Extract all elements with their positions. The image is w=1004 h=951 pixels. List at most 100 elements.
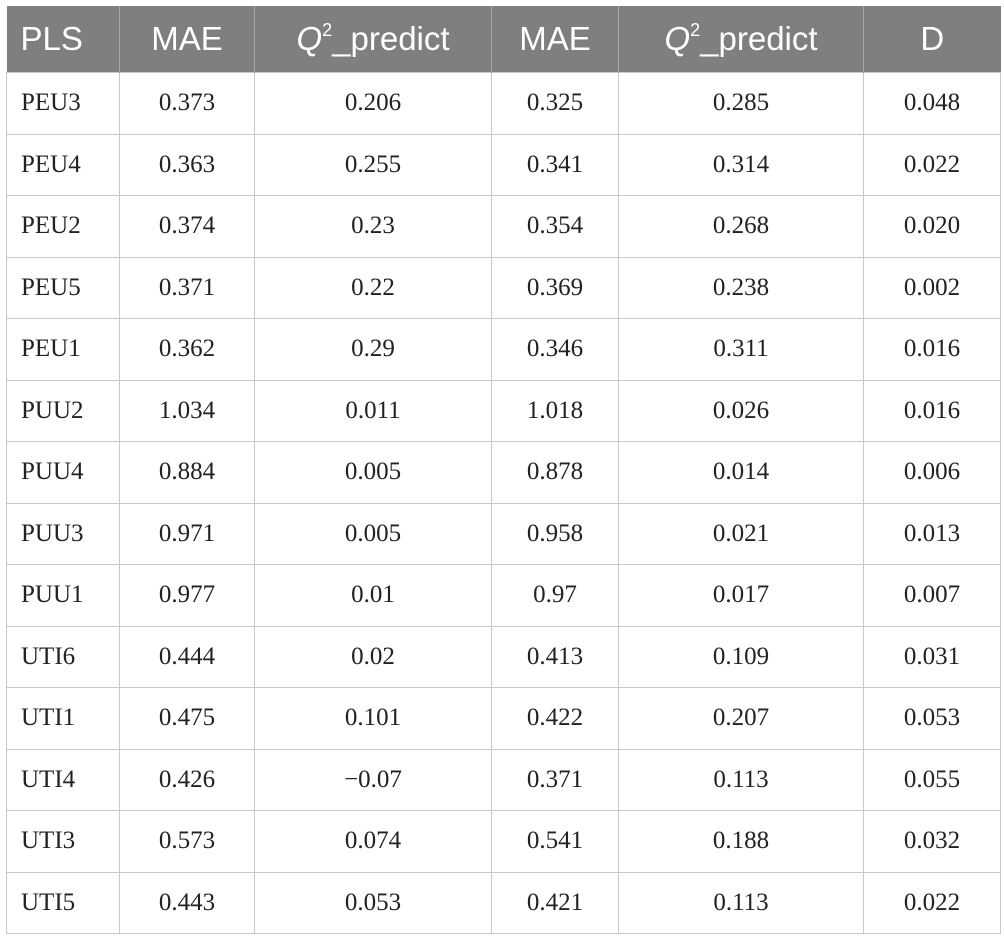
cell-lm-q2-predict: 0.017 bbox=[618, 564, 864, 627]
cell-pls-mae: 0.475 bbox=[119, 687, 255, 750]
cell-pls-q2-predict: 0.23 bbox=[254, 195, 492, 258]
cell-difference: 0.031 bbox=[863, 625, 1001, 688]
cell-difference: 0.006 bbox=[863, 441, 1001, 504]
cell-difference: 0.048 bbox=[863, 72, 1001, 135]
cell-lm-mae: 0.369 bbox=[491, 256, 619, 319]
cell-indicator: UTI4 bbox=[6, 748, 120, 811]
cell-pls-q2-predict: 0.206 bbox=[254, 72, 492, 135]
table-header-row: PLS MAE Q2_predict MAE Q2_predict D bbox=[6, 6, 1001, 73]
cell-indicator: UTI1 bbox=[6, 687, 120, 750]
table-row: UTI3 0.573 0.074 0.541 0.188 0.032 bbox=[6, 810, 1001, 873]
cell-pls-mae: 0.363 bbox=[119, 133, 255, 196]
cell-pls-mae: 0.362 bbox=[119, 318, 255, 381]
cell-lm-mae: 0.422 bbox=[491, 687, 619, 750]
cell-pls-q2-predict: 0.02 bbox=[254, 625, 492, 688]
header-mae-1: MAE bbox=[119, 6, 255, 73]
cell-indicator: PEU5 bbox=[6, 256, 120, 319]
cell-lm-mae: 0.958 bbox=[491, 502, 619, 565]
cell-pls-mae: 0.444 bbox=[119, 625, 255, 688]
table-row: PUU3 0.971 0.005 0.958 0.021 0.013 bbox=[6, 502, 1001, 565]
cell-lm-q2-predict: 0.113 bbox=[618, 871, 864, 934]
cell-lm-q2-predict: 0.026 bbox=[618, 379, 864, 442]
cell-difference: 0.032 bbox=[863, 810, 1001, 873]
cell-pls-mae: 0.371 bbox=[119, 256, 255, 319]
cell-lm-mae: 0.541 bbox=[491, 810, 619, 873]
cell-difference: 0.053 bbox=[863, 687, 1001, 750]
cell-difference: 0.022 bbox=[863, 133, 1001, 196]
cell-pls-mae: 0.443 bbox=[119, 871, 255, 934]
cell-lm-mae: 0.878 bbox=[491, 441, 619, 504]
cell-lm-q2-predict: 0.311 bbox=[618, 318, 864, 381]
table-row: PUU4 0.884 0.005 0.878 0.014 0.006 bbox=[6, 441, 1001, 504]
header-q-suffix: _predict bbox=[700, 20, 818, 57]
cell-indicator: PUU1 bbox=[6, 564, 120, 627]
prediction-table: PLS MAE Q2_predict MAE Q2_predict D PEU3… bbox=[6, 6, 1001, 934]
cell-lm-q2-predict: 0.014 bbox=[618, 441, 864, 504]
header-q2-predict-2: Q2_predict bbox=[618, 6, 864, 73]
header-mae-2: MAE bbox=[491, 6, 619, 73]
cell-difference: 0.013 bbox=[863, 502, 1001, 565]
cell-indicator: PUU3 bbox=[6, 502, 120, 565]
cell-lm-mae: 0.421 bbox=[491, 871, 619, 934]
cell-lm-q2-predict: 0.207 bbox=[618, 687, 864, 750]
cell-lm-mae: 1.018 bbox=[491, 379, 619, 442]
cell-lm-mae: 0.413 bbox=[491, 625, 619, 688]
table-body: PEU3 0.373 0.206 0.325 0.285 0.048 PEU4 0.363 0.… bbox=[6, 72, 1001, 934]
cell-indicator: PEU2 bbox=[6, 195, 120, 258]
header-q2-predict-1: Q2_predict bbox=[254, 6, 492, 73]
cell-pls-q2-predict: 0.29 bbox=[254, 318, 492, 381]
cell-lm-mae: 0.354 bbox=[491, 195, 619, 258]
cell-lm-q2-predict: 0.021 bbox=[618, 502, 864, 565]
cell-lm-q2-predict: 0.268 bbox=[618, 195, 864, 258]
cell-indicator: UTI6 bbox=[6, 625, 120, 688]
cell-indicator: UTI3 bbox=[6, 810, 120, 873]
header-q-symbol: Q bbox=[296, 20, 323, 57]
cell-indicator: UTI5 bbox=[6, 871, 120, 934]
cell-pls-mae: 0.884 bbox=[119, 441, 255, 504]
cell-pls-mae: 0.977 bbox=[119, 564, 255, 627]
cell-lm-q2-predict: 0.285 bbox=[618, 72, 864, 135]
header-q-suffix: _predict bbox=[332, 20, 450, 57]
table-row: PEU4 0.363 0.255 0.341 0.314 0.022 bbox=[6, 133, 1001, 196]
cell-pls-q2-predict: 0.101 bbox=[254, 687, 492, 750]
header-q-superscript: 2 bbox=[690, 20, 701, 40]
cell-difference: 0.016 bbox=[863, 318, 1001, 381]
cell-difference: 0.020 bbox=[863, 195, 1001, 258]
cell-pls-mae: 0.426 bbox=[119, 748, 255, 811]
cell-difference: 0.055 bbox=[863, 748, 1001, 811]
cell-difference: 0.016 bbox=[863, 379, 1001, 442]
cell-indicator: PUU4 bbox=[6, 441, 120, 504]
cell-pls-q2-predict: 0.22 bbox=[254, 256, 492, 319]
cell-lm-q2-predict: 0.109 bbox=[618, 625, 864, 688]
table-row: PUU1 0.977 0.01 0.97 0.017 0.007 bbox=[6, 564, 1001, 627]
cell-lm-q2-predict: 0.238 bbox=[618, 256, 864, 319]
cell-pls-q2-predict: 0.074 bbox=[254, 810, 492, 873]
table-row: PEU2 0.374 0.23 0.354 0.268 0.020 bbox=[6, 195, 1001, 258]
cell-pls-mae: 1.034 bbox=[119, 379, 255, 442]
table-row: UTI5 0.443 0.053 0.421 0.113 0.022 bbox=[6, 871, 1001, 934]
table-row: UTI1 0.475 0.101 0.422 0.207 0.053 bbox=[6, 687, 1001, 750]
table-row: PEU5 0.371 0.22 0.369 0.238 0.002 bbox=[6, 256, 1001, 319]
cell-lm-q2-predict: 0.113 bbox=[618, 748, 864, 811]
cell-pls-q2-predict: 0.005 bbox=[254, 441, 492, 504]
cell-indicator: PUU2 bbox=[6, 379, 120, 442]
cell-pls-q2-predict: −0.07 bbox=[254, 748, 492, 811]
table-row: UTI4 0.426 −0.07 0.371 0.113 0.055 bbox=[6, 748, 1001, 811]
cell-lm-mae: 0.325 bbox=[491, 72, 619, 135]
table-row: UTI6 0.444 0.02 0.413 0.109 0.031 bbox=[6, 625, 1001, 688]
cell-pls-q2-predict: 0.053 bbox=[254, 871, 492, 934]
cell-indicator: PEU4 bbox=[6, 133, 120, 196]
cell-pls-q2-predict: 0.01 bbox=[254, 564, 492, 627]
cell-difference: 0.007 bbox=[863, 564, 1001, 627]
cell-lm-q2-predict: 0.188 bbox=[618, 810, 864, 873]
cell-lm-mae: 0.341 bbox=[491, 133, 619, 196]
cell-lm-mae: 0.97 bbox=[491, 564, 619, 627]
header-pls: PLS bbox=[6, 6, 120, 73]
prediction-table-container: PLS MAE Q2_predict MAE Q2_predict D PEU3… bbox=[6, 6, 1001, 934]
cell-pls-q2-predict: 0.005 bbox=[254, 502, 492, 565]
cell-difference: 0.002 bbox=[863, 256, 1001, 319]
cell-pls-q2-predict: 0.011 bbox=[254, 379, 492, 442]
header-q-superscript: 2 bbox=[322, 20, 333, 40]
table-row: PEU3 0.373 0.206 0.325 0.285 0.048 bbox=[6, 72, 1001, 135]
header-d: D bbox=[863, 6, 1001, 73]
